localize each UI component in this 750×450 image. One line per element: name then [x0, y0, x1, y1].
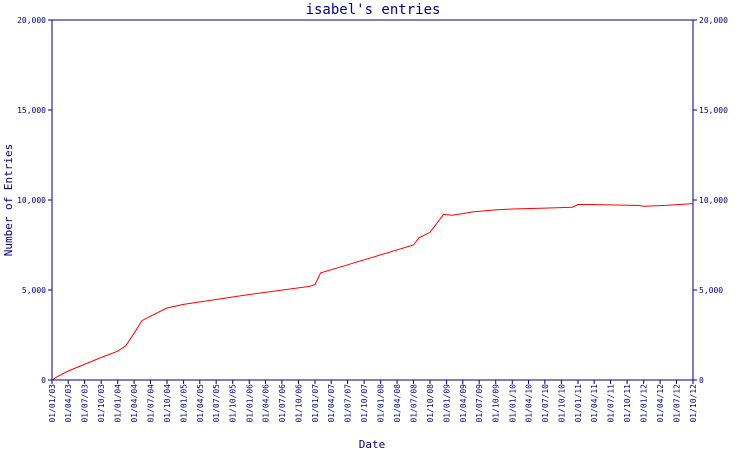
y-tick-label-right: 20,000	[699, 16, 728, 25]
x-tick-label: 01/10/08	[426, 384, 435, 423]
x-tick-label: 01/07/12	[672, 384, 681, 423]
x-tick-label: 01/10/06	[294, 384, 303, 423]
x-tick-label: 01/07/07	[344, 384, 353, 423]
x-tick-label: 01/04/04	[130, 384, 139, 423]
y-tick-label-right: 0	[699, 376, 704, 385]
x-tick-label: 01/01/06	[245, 384, 254, 423]
x-tick-label: 01/10/07	[360, 384, 369, 423]
x-tick-label: 01/10/05	[229, 384, 238, 423]
y-tick-label-left: 15,000	[17, 106, 46, 115]
x-tick-label: 01/07/06	[278, 384, 287, 423]
x-tick-label: 01/10/12	[689, 384, 698, 423]
y-tick-label-right: 5,000	[699, 286, 723, 295]
x-tick-label: 01/04/09	[459, 384, 468, 423]
y-tick-label-left: 0	[41, 376, 46, 385]
x-tick-label: 01/07/05	[212, 384, 221, 423]
y-tick-label-left: 10,000	[17, 196, 46, 205]
series-layer	[51, 203, 694, 381]
x-tick-label: 01/01/11	[574, 384, 583, 423]
x-tick-label: 01/01/08	[377, 384, 386, 423]
x-tick-label: 01/01/03	[48, 384, 57, 423]
x-tick-label: 01/01/09	[443, 384, 452, 423]
x-tick-label: 01/04/12	[656, 384, 665, 423]
x-tick-label: 01/04/07	[327, 384, 336, 423]
x-tick-label: 01/04/06	[261, 384, 270, 423]
y-tick-label-right: 15,000	[699, 106, 728, 115]
x-axis-ticks: 01/01/03 01/04/03 01/07/03 01/10/03 01/01/04…	[48, 380, 698, 423]
x-tick-label: 01/04/05	[196, 384, 205, 423]
x-tick-label: 01/04/10	[524, 384, 533, 423]
y-tick-label-left: 5,000	[22, 286, 46, 295]
x-tick-label: 01/07/08	[409, 384, 418, 423]
x-tick-label: 01/01/07	[311, 384, 320, 423]
entries-series-line	[51, 203, 694, 381]
x-tick-label: 01/07/11	[607, 384, 616, 423]
x-axis-label: Date	[359, 438, 386, 450]
x-tick-label: 01/04/08	[393, 384, 402, 423]
y-tick-label-left: 20,000	[17, 16, 46, 25]
x-tick-label: 01/07/10	[541, 384, 550, 423]
plot-frame	[51, 19, 694, 381]
x-tick-label: 01/01/10	[508, 384, 517, 423]
x-tick-label: 01/07/04	[146, 384, 155, 423]
x-tick-label: 01/10/11	[623, 384, 632, 423]
y-tick-label-right: 10,000	[699, 196, 728, 205]
x-tick-label: 01/04/03	[64, 384, 73, 423]
x-tick-label: 01/07/09	[475, 384, 484, 423]
x-tick-label: 01/10/09	[492, 384, 501, 423]
x-tick-label: 01/01/12	[640, 384, 649, 423]
x-tick-label: 01/01/04	[114, 384, 123, 423]
x-tick-label: 01/10/04	[163, 384, 172, 423]
y-axis-label: Number of Entries	[2, 144, 15, 257]
x-tick-label: 01/10/10	[557, 384, 566, 423]
chart-title: isabel's entries	[306, 2, 441, 18]
x-tick-label: 01/10/03	[97, 384, 106, 423]
x-tick-label: 01/07/03	[81, 384, 90, 423]
y-axis-ticks: 0 0 5,000 5,000 10,000 10,000 15,000 15,000 20,0…	[17, 16, 728, 385]
x-tick-label: 01/01/05	[180, 384, 189, 423]
x-tick-label: 01/04/11	[590, 384, 599, 423]
